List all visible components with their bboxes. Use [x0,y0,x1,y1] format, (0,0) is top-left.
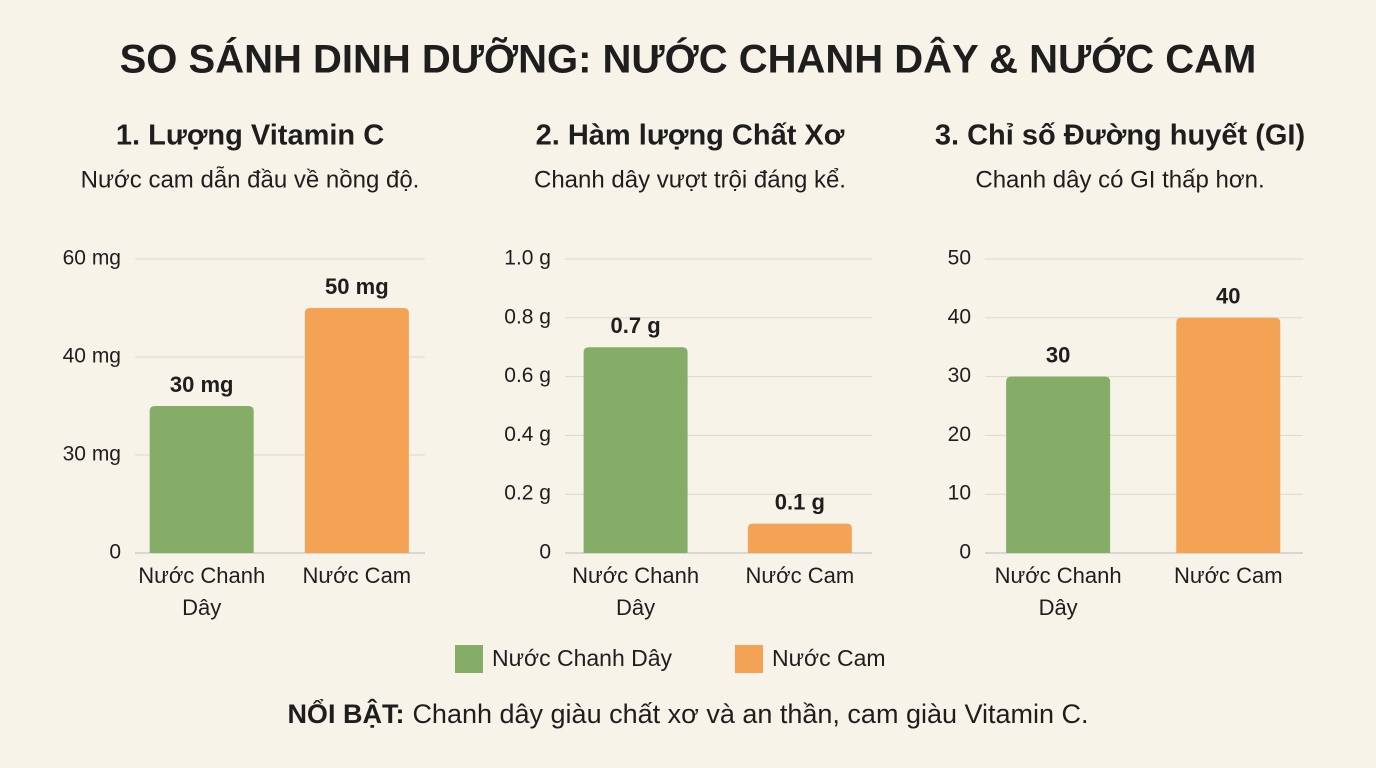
legend-label: Nước Cam [772,645,886,671]
bar [1176,317,1281,553]
y-tick-label: 30 [948,364,971,387]
bar [583,347,688,553]
legend-label: Nước Chanh Dây [492,645,673,671]
value-label: 50 mg [325,274,389,299]
y-tick-label: 0.6 g [504,364,551,387]
chart-subtitle: Nước cam dẫn đầu về nồng độ. [81,166,420,193]
value-label: 40 [1216,284,1240,309]
note-label: NỔI BẬT: [287,698,404,729]
y-tick-label: 20 [948,423,971,446]
y-tick-label: 60 mg [63,247,121,270]
note-text: Chanh dây giàu chất xơ và an thần, cam g… [412,699,1088,729]
bar [149,406,254,553]
value-label: 0.1 g [775,489,825,514]
y-tick-label: 40 mg [63,345,121,368]
y-tick-label: 0.8 g [504,305,551,328]
bar [304,308,409,553]
chart-subtitle: Chanh dây vượt trội đáng kể. [534,166,846,193]
y-tick-label: 30 mg [63,443,121,466]
x-tick-label: Nước Chanh Dây [995,563,1122,620]
chart-title: 3. Chỉ số Đường huyết (GI) [935,120,1305,152]
x-tick-label: Nước Cam [1174,563,1283,588]
y-tick-label: 1.0 g [504,247,551,270]
y-tick-label: 10 [948,482,971,505]
x-tick-label: Nước Cam [303,563,412,588]
y-tick-label: 0 [109,541,121,564]
x-tick-label: Nước Chanh Dây [572,563,699,620]
y-tick-label: 0.2 g [504,482,551,505]
note: NỔI BẬT: Chanh dây giàu chất xơ và an thầ… [287,698,1088,729]
page-title: SO SÁNH DINH DƯỠNG: NƯỚC CHANH DÂY & NƯỚ… [120,36,1257,82]
bar [747,523,852,553]
chart-title: 1. Lượng Vitamin C [116,120,384,152]
y-tick-label: 0.4 g [504,423,551,446]
x-tick-label: Nước Chanh Dây [138,563,265,620]
y-tick-label: 0 [959,541,971,564]
value-label: 0.7 g [611,313,661,338]
value-label: 30 mg [170,372,234,397]
bar [1006,376,1111,553]
y-tick-label: 50 [948,247,971,270]
legend-swatch [455,645,483,673]
value-label: 30 [1046,342,1070,367]
y-tick-label: 0 [539,541,551,564]
x-tick-label: Nước Cam [746,563,855,588]
chart-title: 2. Hàm lượng Chất Xơ [536,120,845,152]
chart-subtitle: Chanh dây có GI thấp hơn. [975,166,1264,193]
legend-swatch [735,645,763,673]
y-tick-label: 40 [948,305,971,328]
